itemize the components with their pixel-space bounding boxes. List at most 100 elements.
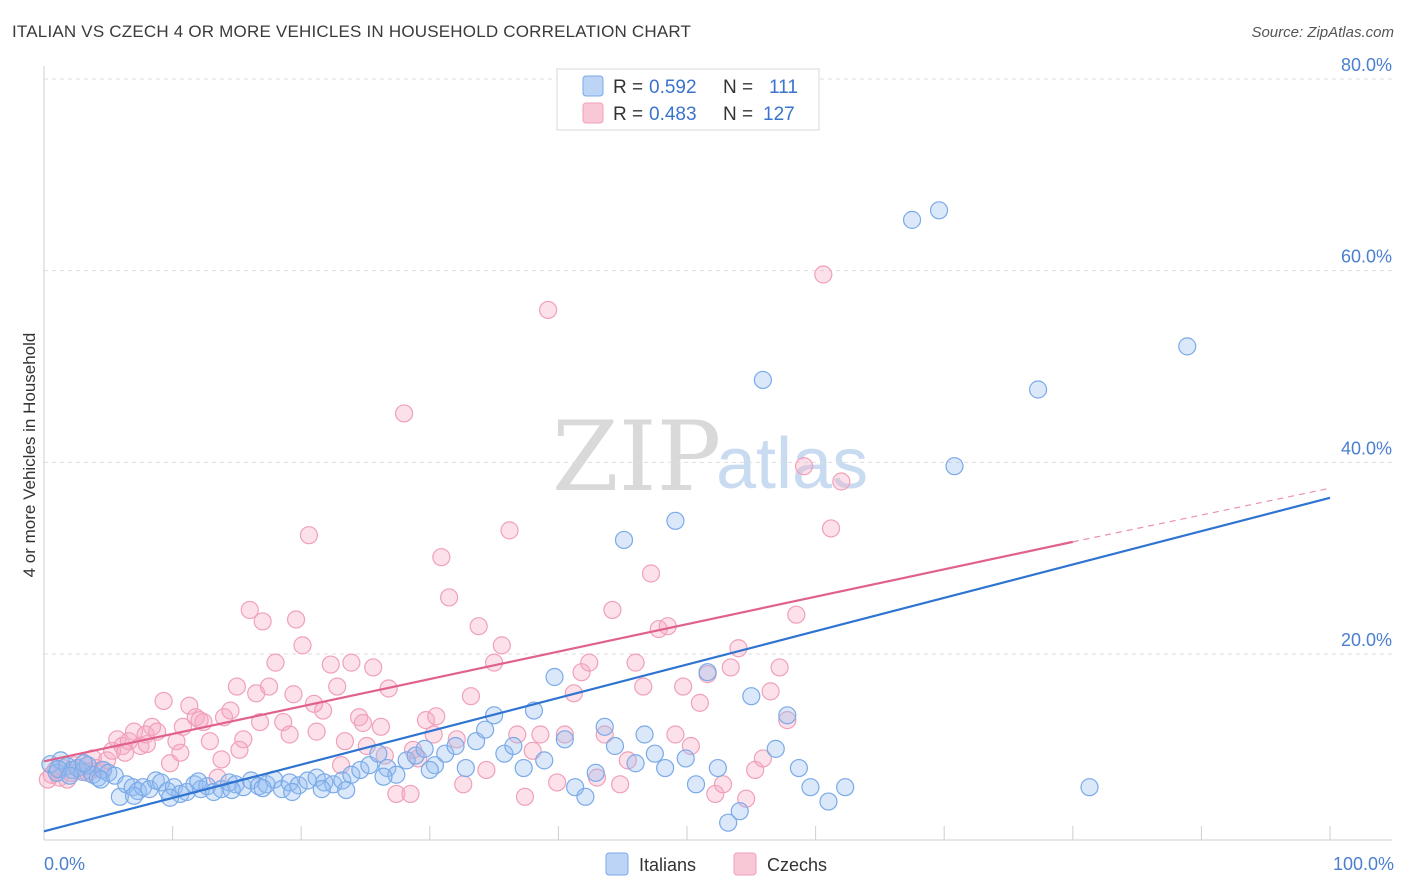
- italians-point: [351, 760, 370, 780]
- italians-point: [576, 787, 595, 806]
- italians-point: [614, 530, 634, 550]
- legend-italians-n-label: N =: [723, 77, 753, 98]
- czechs-point: [794, 457, 814, 476]
- czechs-point: [469, 617, 488, 636]
- italians-point: [535, 751, 554, 770]
- czechs-point: [531, 725, 550, 744]
- italians-point: [333, 771, 352, 790]
- italians-point: [605, 736, 625, 756]
- legend-czechs-r-label: R =: [613, 104, 643, 125]
- czechs-point: [328, 677, 347, 696]
- italians-point: [645, 744, 664, 763]
- czechs-point: [761, 682, 780, 701]
- italians-point: [1080, 778, 1099, 797]
- italians-point: [656, 758, 675, 778]
- italians-point: [676, 749, 695, 768]
- x-tick-label-max: 100.0%: [1333, 854, 1394, 874]
- italians-point: [456, 758, 475, 778]
- czechs-point: [690, 693, 709, 712]
- czechs-point: [572, 663, 591, 682]
- czechs-point: [706, 784, 725, 804]
- czechs-point: [634, 677, 653, 696]
- czechs-point: [447, 730, 466, 749]
- czechs-point: [485, 653, 504, 672]
- italians-point: [742, 687, 761, 706]
- y-tick-label: 20.0%: [1341, 630, 1392, 650]
- czechs-point: [432, 548, 451, 567]
- czechs-point: [293, 636, 312, 655]
- source-label: Source: ZipAtlas.com: [1251, 24, 1394, 41]
- czechs-point: [787, 605, 806, 624]
- czechs-point: [409, 749, 428, 768]
- czechs-point: [394, 404, 414, 423]
- y-tick-label: 80.0%: [1341, 55, 1392, 75]
- italians-point: [124, 786, 144, 805]
- czechs-point: [492, 636, 511, 655]
- italians-point: [283, 782, 302, 802]
- czechs-point: [555, 725, 574, 744]
- italians-point: [446, 736, 465, 756]
- czechs-point: [180, 696, 199, 715]
- czechs-point: [371, 717, 391, 736]
- y-tick-label: 60.0%: [1341, 247, 1392, 267]
- italians-point: [902, 210, 922, 229]
- bottom-legend-czechs-label: Czechs: [767, 855, 827, 875]
- italians-point: [406, 746, 425, 765]
- czechs-point: [461, 687, 481, 706]
- czechs-point: [814, 265, 833, 284]
- czechs-point: [353, 713, 373, 733]
- italians-point: [420, 760, 439, 780]
- legend-czechs-swatch: [582, 102, 604, 124]
- italians-point: [415, 739, 434, 758]
- italians-point: [766, 739, 785, 758]
- legend-italians-swatch: [582, 75, 604, 97]
- italians-point: [60, 766, 79, 785]
- grid: [44, 78, 1392, 655]
- czechs-point: [387, 784, 406, 804]
- czechs-trend-extension: [1072, 487, 1331, 543]
- italians-point: [337, 780, 356, 800]
- legend-italians-r-label: R =: [613, 77, 643, 98]
- czechs-point: [299, 526, 319, 545]
- czechs-point: [427, 707, 446, 726]
- czechs-point: [753, 749, 772, 768]
- watermark-zip: ZIP: [552, 401, 721, 513]
- czechs-point: [666, 725, 685, 744]
- italians-point: [253, 779, 272, 798]
- italians-point: [626, 754, 645, 773]
- italians-point: [1028, 380, 1048, 399]
- czechs-point: [234, 730, 253, 749]
- czechs-point: [230, 740, 249, 759]
- czechs-point: [641, 564, 661, 583]
- czechs-point: [548, 773, 567, 792]
- czechs-point: [284, 685, 303, 704]
- czechs-point: [539, 300, 558, 320]
- czechs-trend-line: [43, 540, 1074, 763]
- italians-point: [686, 775, 706, 794]
- italians-point: [514, 758, 533, 778]
- czechs-point: [515, 787, 535, 806]
- italians-point: [545, 667, 564, 687]
- czechs-point: [335, 732, 355, 751]
- czechs-point: [227, 677, 246, 696]
- watermark-atlas: atlas: [716, 424, 868, 504]
- italians-point: [91, 770, 110, 789]
- czechs-point: [439, 588, 459, 607]
- czechs-point: [416, 711, 436, 730]
- italians-point: [378, 758, 397, 778]
- italians-point: [595, 717, 614, 736]
- italians-point: [586, 763, 605, 782]
- czechs-point: [401, 784, 420, 804]
- czechs-point: [212, 750, 231, 769]
- czechs-point: [266, 653, 285, 672]
- y-axis-label: 4 or more Vehicles in Household: [20, 333, 39, 578]
- italians-point: [312, 780, 331, 799]
- czechs-point: [221, 701, 240, 720]
- italians-point: [730, 802, 749, 821]
- legend-box: R = 0.592 N = 111 R = 0.483 N = 127: [556, 68, 820, 131]
- italians-point: [1178, 337, 1197, 356]
- watermark: ZIP atlas: [552, 401, 868, 513]
- czechs-point: [821, 519, 841, 538]
- bottom-legend-italians-swatch: [605, 852, 629, 876]
